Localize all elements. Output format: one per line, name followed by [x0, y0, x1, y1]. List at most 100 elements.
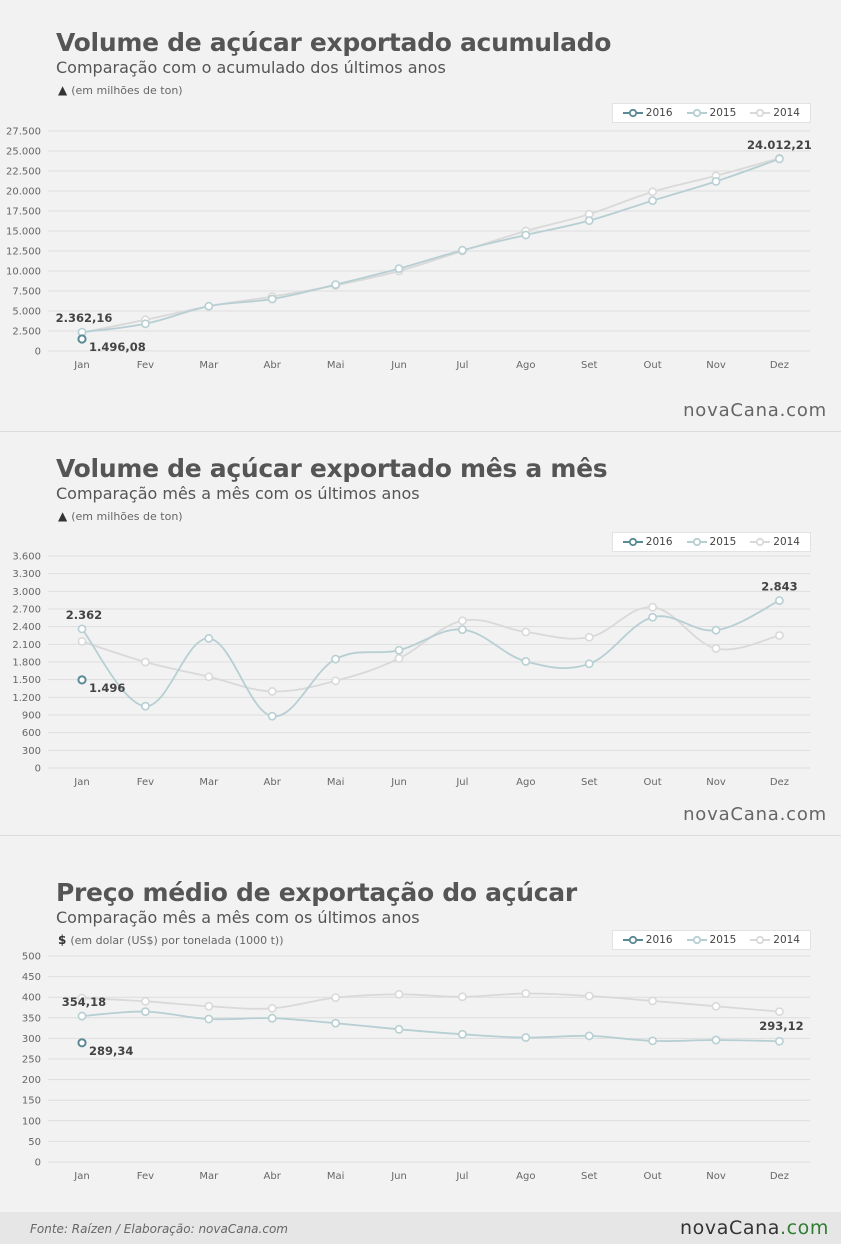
legend-item-2014: 2014	[750, 536, 800, 548]
y-tick-label: 200	[22, 1075, 41, 1086]
line-chart-price: 0 50 100 150 200 250 300 350 400 450 500 Jan Fev Mar A…	[22, 952, 810, 1182]
chart-panel-monthly: Volume de açúcar exportado mês a mês Com…	[0, 432, 841, 836]
data-label: 2.362	[66, 608, 102, 622]
data-point-2014	[648, 602, 657, 612]
brand-watermark: novaCana.com	[683, 400, 827, 421]
chart-panel-accumulated: Volume de açúcar exportado acumulado Com…	[0, 0, 841, 432]
footer-brand-tld: .com	[779, 1217, 829, 1239]
data-point-2014	[77, 993, 87, 1003]
data-point-2014	[204, 1001, 214, 1011]
y-tick-label: 2.400	[12, 622, 41, 633]
legend-marker-2015	[686, 537, 707, 547]
y-tick-label: 100	[22, 1116, 41, 1127]
data-point-2015	[204, 634, 214, 643]
chart-title: Preço médio de exportação do açúcar	[56, 878, 577, 907]
data-point-2015	[331, 280, 340, 289]
y-tick-label: 27.500	[6, 127, 41, 138]
data-point-2015	[457, 245, 467, 255]
legend-label: 2015	[709, 107, 737, 119]
y-tick-label: 5.000	[12, 307, 41, 318]
legend-marker-2015	[686, 108, 707, 118]
data-label: 24.012,21	[747, 138, 812, 152]
x-tick-label: Abr	[264, 360, 282, 371]
x-tick-label: Ago	[516, 360, 535, 371]
data-point-2014	[204, 672, 214, 682]
data-label: 289,34	[89, 1044, 133, 1058]
data-point-2015	[331, 654, 340, 664]
chart-legend: 2016 2015 2014	[611, 532, 811, 552]
legend-label: 2016	[645, 107, 673, 119]
data-point-2015	[267, 294, 277, 304]
legend-item-2014: 2014	[750, 107, 800, 119]
data-point-2014	[775, 1007, 784, 1017]
data-point-2015	[775, 154, 784, 164]
x-tick-label: Dez	[770, 1171, 789, 1182]
data-point-2015	[394, 645, 404, 655]
data-point-2016	[77, 1038, 87, 1048]
chart-subtitle: Comparação mês a mês com os últimos anos	[56, 908, 420, 927]
x-tick-label: Set	[581, 360, 598, 371]
data-point-2015	[584, 1031, 594, 1041]
y-tick-label: 400	[22, 993, 41, 1004]
y-tick-label: 1.200	[12, 693, 41, 704]
unit-text: (em milhões de ton)	[71, 509, 183, 523]
data-point-2014	[331, 993, 340, 1003]
y-tick-label: 10.000	[6, 267, 41, 278]
data-point-2015	[140, 1007, 150, 1017]
x-tick-label: Nov	[706, 1171, 726, 1182]
x-tick-label: Out	[644, 1171, 662, 1182]
data-point-2015	[584, 659, 594, 669]
y-tick-label: 1.800	[12, 658, 41, 669]
data-point-2014	[267, 1003, 277, 1013]
source-note: Fonte: Raízen / Elaboração: novaCana.com	[30, 1222, 288, 1236]
x-tick-label: Out	[644, 360, 662, 371]
legend-marker-2016	[622, 108, 643, 118]
x-tick-label: Mai	[327, 360, 345, 371]
legend-item-2016: 2016	[622, 107, 673, 119]
x-tick-label: Nov	[706, 777, 726, 788]
legend-item-2015: 2015	[686, 536, 736, 548]
x-tick-label: Abr	[264, 1171, 282, 1182]
series-line-2015	[81, 599, 780, 718]
data-point-2014	[584, 632, 594, 642]
y-tick-label: 450	[22, 972, 41, 983]
x-tick-label: Fev	[137, 1171, 154, 1182]
unit-label: ▲ (em milhões de ton)	[58, 83, 183, 97]
data-point-2014	[584, 991, 594, 1001]
x-tick-label: Set	[581, 1171, 598, 1182]
data-point-2014	[711, 1001, 721, 1011]
y-tick-label: 300	[22, 746, 41, 757]
y-tick-label: 600	[22, 728, 41, 739]
data-label: 1.496,08	[89, 340, 146, 354]
data-point-2014	[457, 616, 467, 626]
data-point-2015	[521, 230, 531, 240]
y-tick-label: 900	[22, 711, 41, 722]
y-tick-label: 350	[22, 1013, 41, 1024]
legend-marker-2014	[750, 537, 771, 547]
x-tick-label: Nov	[706, 360, 726, 371]
data-point-2015	[140, 319, 150, 329]
y-tick-label: 150	[22, 1096, 41, 1107]
legend-marker-2014	[750, 935, 771, 945]
data-point-2015	[521, 1033, 531, 1042]
legend-label: 2014	[773, 107, 800, 119]
chart-title: Volume de açúcar exportado mês a mês	[56, 454, 608, 483]
data-point-2015	[267, 1013, 277, 1023]
data-point-2015	[457, 625, 467, 635]
sugar-bag-icon: ▲	[58, 83, 68, 97]
legend-label: 2014	[773, 934, 800, 946]
series-line-2015	[81, 158, 780, 333]
x-tick-label: Fev	[137, 777, 154, 788]
legend-item-2016: 2016	[622, 934, 673, 946]
data-point-2014	[457, 992, 467, 1002]
data-point-2015	[331, 1018, 340, 1028]
data-point-2016	[77, 675, 87, 685]
x-tick-label: Dez	[770, 360, 789, 371]
data-point-2014	[648, 187, 657, 197]
data-point-2014	[267, 687, 277, 696]
footer: Fonte: Raízen / Elaboração: novaCana.com…	[0, 1212, 841, 1244]
line-chart-accumulated: 0 2.500 5.000 7.500 10.000 12.500 15.000 17.500…	[6, 127, 812, 372]
data-point-2015	[521, 657, 531, 666]
y-tick-label: 12.500	[6, 247, 41, 258]
x-tick-label: Mai	[327, 1171, 345, 1182]
